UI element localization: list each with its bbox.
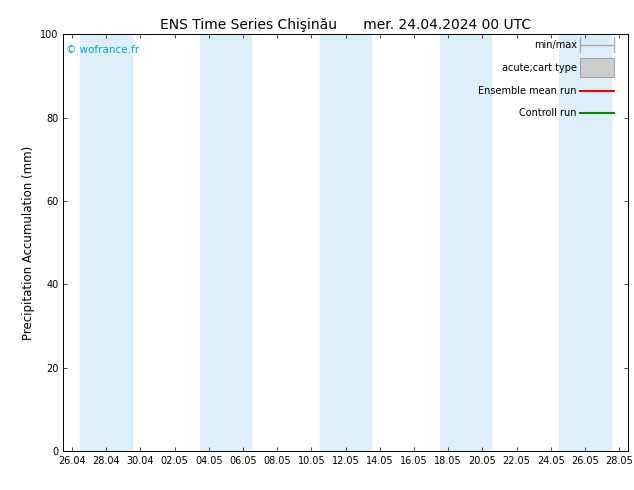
Text: © wofrance.fr: © wofrance.fr [66, 45, 139, 55]
Bar [439, 34, 491, 451]
Bar [81, 34, 132, 451]
Bar [200, 34, 252, 451]
Bar [579, 58, 614, 77]
Bar [559, 34, 611, 451]
Title: ENS Time Series Chişinău      mer. 24.04.2024 00 UTC: ENS Time Series Chişinău mer. 24.04.2024… [160, 18, 531, 32]
Text: Ensemble mean run: Ensemble mean run [479, 86, 577, 96]
Text: acute;cart type: acute;cart type [502, 63, 577, 73]
Bar [320, 34, 371, 451]
Text: Controll run: Controll run [519, 108, 577, 119]
Text: min/max: min/max [534, 40, 577, 49]
Y-axis label: Precipitation Accumulation (mm): Precipitation Accumulation (mm) [22, 146, 35, 340]
